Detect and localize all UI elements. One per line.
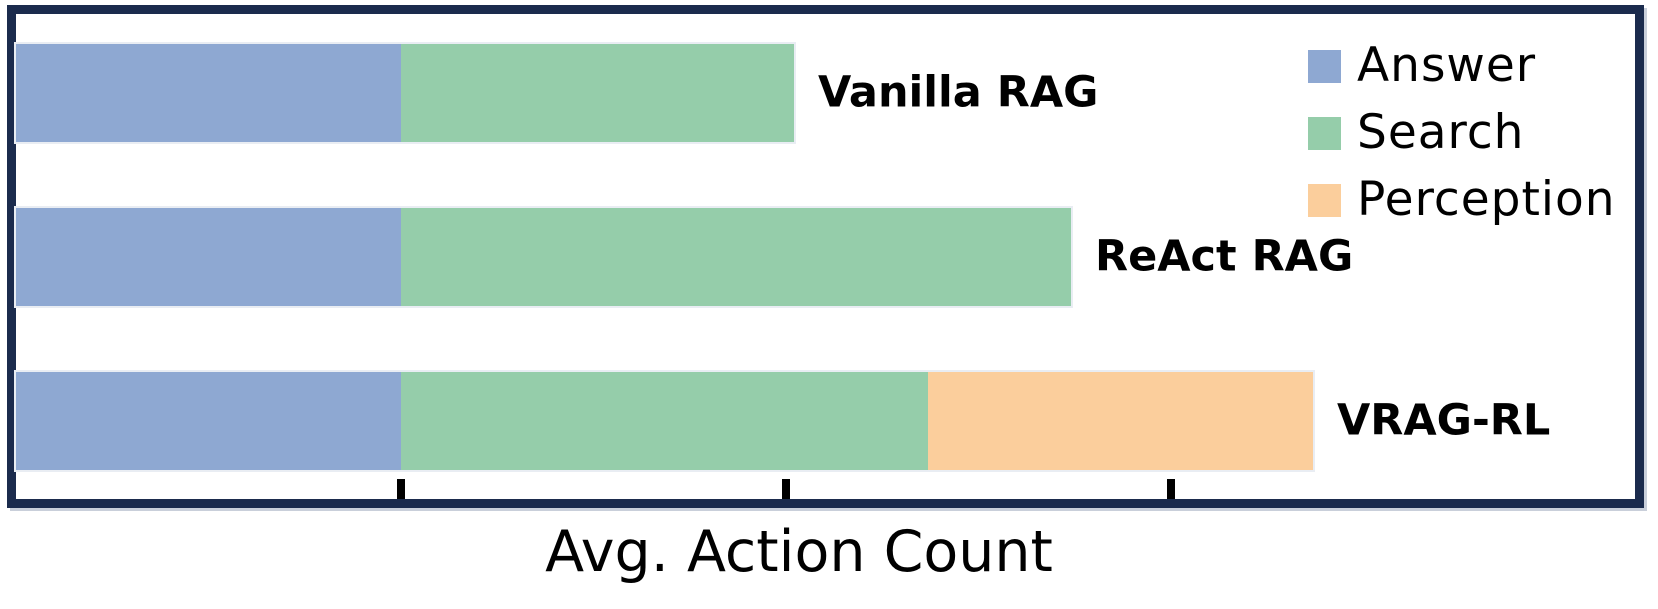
bar-segment-answer — [16, 44, 401, 142]
bar-row: Vanilla RAG — [16, 44, 1098, 142]
chart-frame: Vanilla RAG ReAct RAG VRAG-RL Answer Search P… — [7, 5, 1644, 508]
legend-swatch-answer — [1308, 50, 1341, 83]
bar-label: ReAct RAG — [1095, 231, 1354, 282]
x-axis-tick — [397, 479, 405, 499]
legend-label: Perception — [1357, 172, 1616, 227]
bar-segment-perception — [928, 372, 1313, 470]
legend-label: Search — [1357, 105, 1525, 160]
bar-label: Vanilla RAG — [818, 67, 1099, 118]
bar-segment-search — [401, 44, 794, 142]
bar-row: ReAct RAG — [16, 208, 1353, 306]
legend-swatch-search — [1308, 117, 1341, 150]
bar-segment-search — [401, 208, 1071, 306]
x-axis-tick — [1167, 479, 1175, 499]
x-axis-tick — [782, 479, 790, 499]
x-axis-label: Avg. Action Count — [545, 519, 1053, 585]
bar-row: VRAG-RL — [16, 372, 1550, 470]
bar-label: VRAG-RL — [1337, 395, 1551, 446]
legend-label: Answer — [1357, 38, 1537, 93]
bar-segment-answer — [16, 208, 401, 306]
legend-swatch-perception — [1308, 184, 1341, 217]
plot-area: Vanilla RAG ReAct RAG VRAG-RL Answer Search P… — [16, 14, 1635, 499]
bar-segment-answer — [16, 372, 401, 470]
bar-segment-search — [401, 372, 928, 470]
